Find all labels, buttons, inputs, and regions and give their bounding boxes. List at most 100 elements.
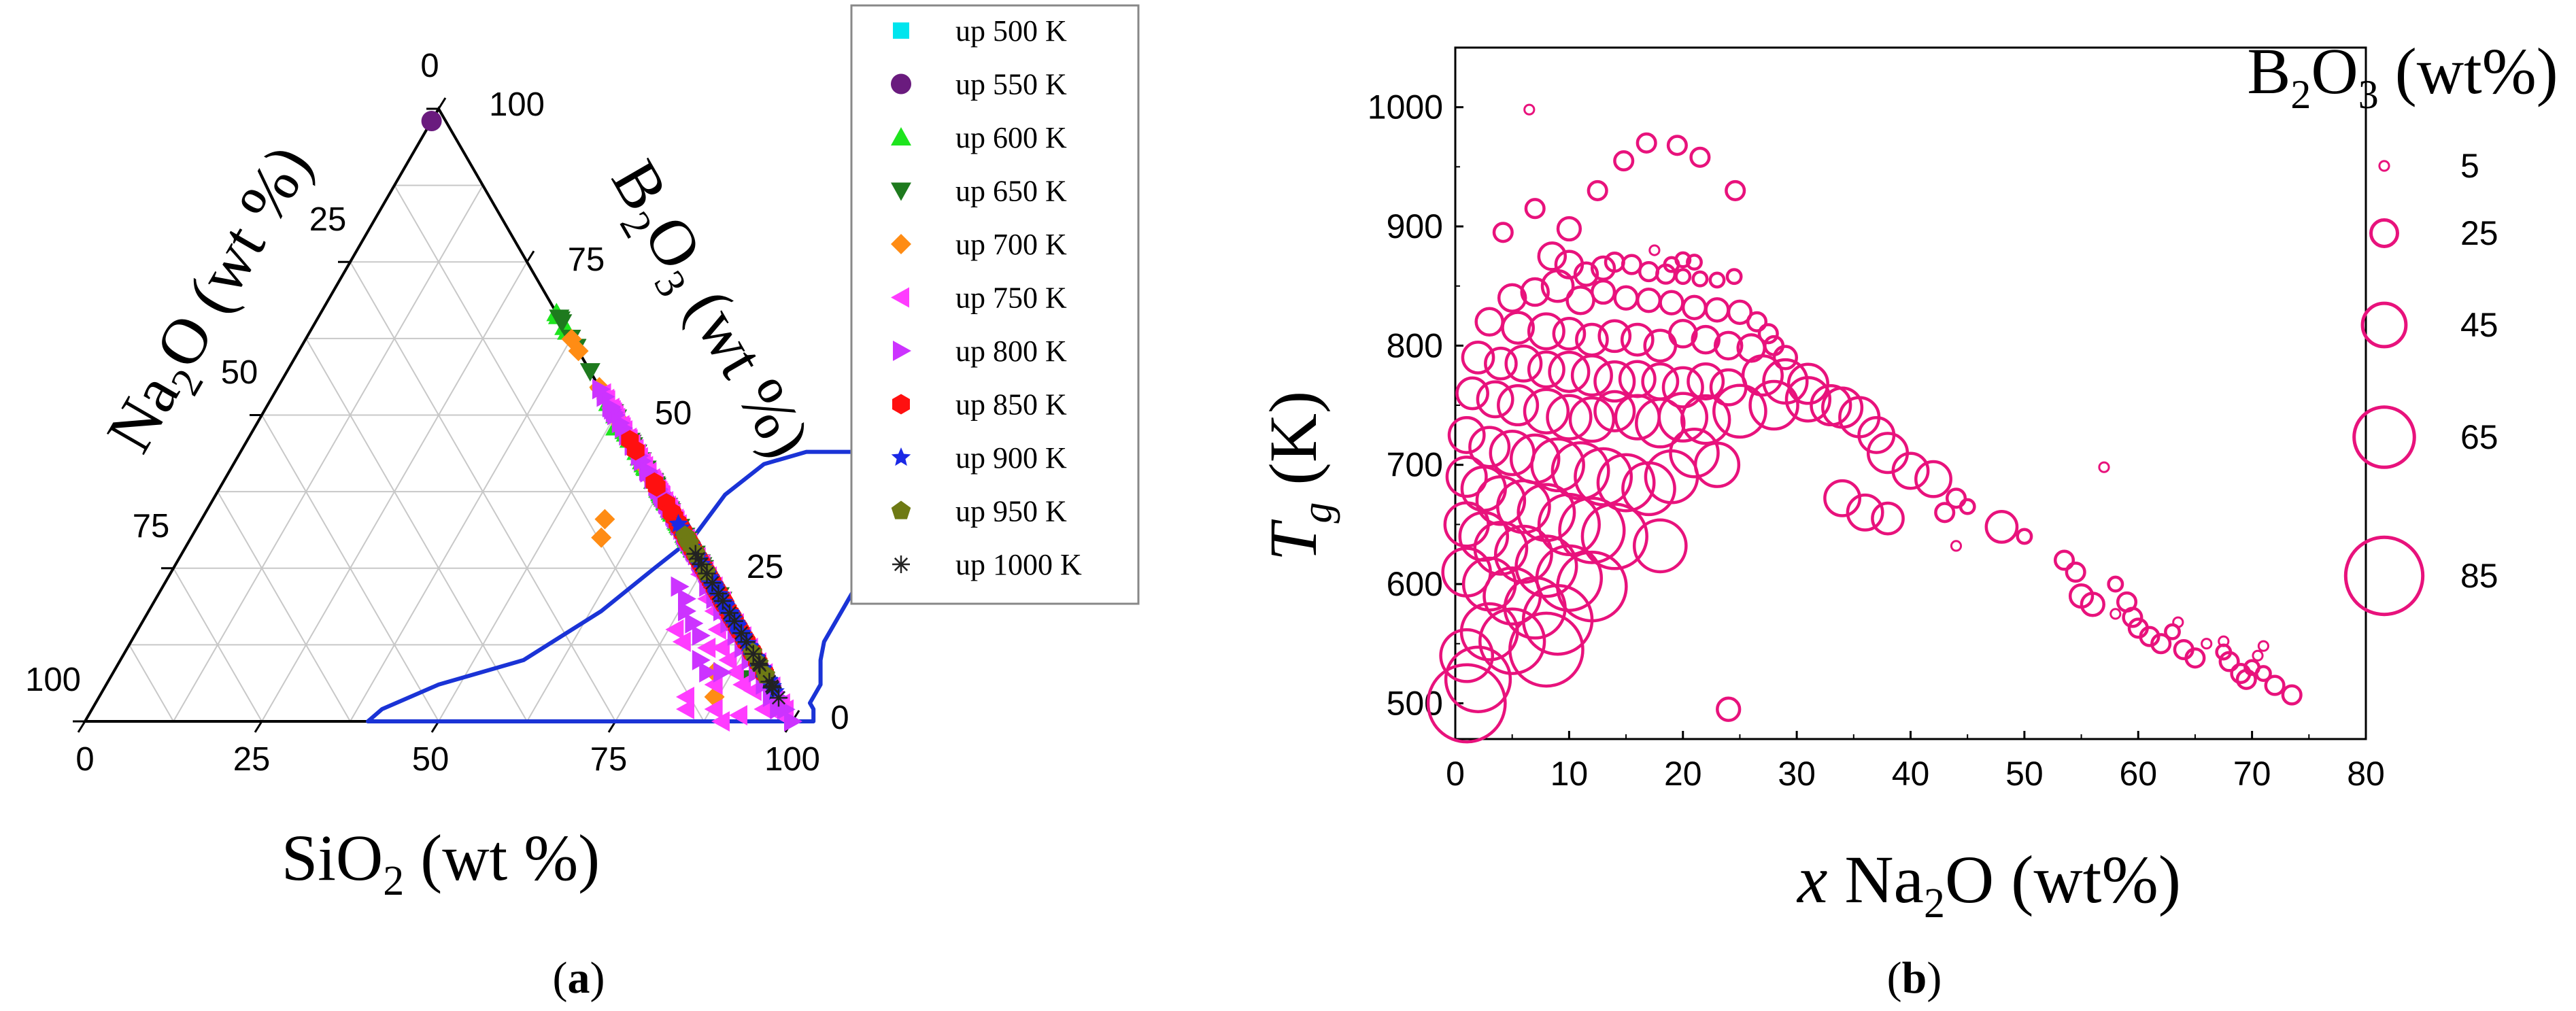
legend-label-4: up 700 K <box>955 228 1067 261</box>
sio2-tick-0: 0 <box>75 741 94 778</box>
bubble-point <box>1636 288 1662 313</box>
asterisk-stroke <box>722 606 737 620</box>
bubble-point <box>2281 684 2303 706</box>
bubble-point <box>1657 392 1709 443</box>
legend-marker-6 <box>893 341 911 361</box>
bubble-point <box>1725 268 1743 286</box>
bubble-point <box>2218 651 2240 672</box>
data-point <box>579 363 600 382</box>
data-point <box>421 111 442 132</box>
asterisk-stroke <box>751 656 766 671</box>
grid-line <box>173 185 484 722</box>
bubble-point <box>2107 575 2124 593</box>
b2o3-tick-75: 75 <box>568 241 605 278</box>
b2o3-tick-100: 100 <box>489 86 545 123</box>
bubble-point <box>1725 179 1746 201</box>
bubble-point <box>1593 360 1636 403</box>
bubble-point <box>1596 453 1656 513</box>
na2o-tick-25: 25 <box>309 201 347 238</box>
y-ticks: 500 600 700 800 900 1000 <box>1368 47 1463 722</box>
legend-label-7: up 850 K <box>955 388 1067 422</box>
legend-label-6: up 800 K <box>955 335 1067 368</box>
y-tick-label: 900 <box>1387 207 1443 245</box>
bubble-point <box>2184 647 2206 669</box>
bubble-point <box>2164 623 2181 640</box>
y-tick-label: 1000 <box>1368 88 1443 126</box>
data-point <box>602 396 621 417</box>
x-tick-label: 30 <box>1778 755 1816 793</box>
bubble-point <box>1666 135 1688 156</box>
bubble-point <box>1708 271 1726 289</box>
x-tick-label: 10 <box>1550 755 1589 793</box>
bubble-point <box>1693 441 1741 488</box>
x-ticks: 0 10 20 30 40 50 60 70 80 <box>1446 731 2385 793</box>
bubble-point <box>2172 616 2184 628</box>
data-point <box>594 509 615 530</box>
bubble-point <box>1587 179 1608 201</box>
bubble-point <box>1823 479 1862 517</box>
bubble-point <box>1757 323 1779 345</box>
bubble-point <box>1680 394 1731 445</box>
asterisk-stroke <box>894 557 909 572</box>
tick-mark <box>526 250 535 263</box>
bubble-point <box>1523 388 1570 434</box>
data-point <box>720 604 739 622</box>
bubble-point <box>1492 222 1514 243</box>
bubble-point <box>1691 324 1721 355</box>
bubble-point <box>1447 415 1486 454</box>
x-axis-label: x Na2O (wt%) <box>1796 842 2181 927</box>
bubble-point <box>1669 427 1720 479</box>
bubble-point <box>1484 346 1518 381</box>
bubble-point <box>1478 607 1546 675</box>
bubble-point <box>1668 319 1698 349</box>
legend-marker-4 <box>891 234 911 254</box>
y-tick-label: 800 <box>1387 326 1443 364</box>
bubble-point <box>1501 311 1535 345</box>
bubble-point <box>2065 561 2086 583</box>
bubble-point <box>1524 198 1546 220</box>
panel-b-bubble-chart: 0 10 20 30 40 50 60 70 80 500 600 700 800 900 1000 x … <box>1368 35 2558 1003</box>
data-point <box>692 649 711 670</box>
data-point <box>725 662 744 683</box>
caption-b: (b) <box>1887 953 1942 1003</box>
ternary-grid <box>129 184 749 722</box>
bubble-point <box>1556 216 1582 242</box>
data-point <box>737 633 756 651</box>
bubble-point <box>1661 366 1704 409</box>
asterisk-stroke <box>771 691 786 705</box>
bubble-point <box>1475 475 1527 526</box>
bubble-point <box>1546 394 1593 441</box>
bubble-point <box>1445 456 1488 498</box>
size-legend-label-45: 45 <box>2460 306 2498 344</box>
legend-marker-3 <box>891 182 911 201</box>
data-point <box>686 545 705 563</box>
sio2-tick-25: 25 <box>233 741 271 778</box>
data-point <box>732 624 751 642</box>
bubble-points <box>1426 103 2303 744</box>
bubble-point <box>1891 451 1930 490</box>
data-point <box>676 698 694 719</box>
bubble-point <box>1482 566 1542 626</box>
data-point <box>763 677 781 696</box>
bubble-point <box>2257 640 2270 652</box>
series-up-1000-k <box>686 545 787 707</box>
bubble-point <box>1580 502 1648 570</box>
asterisk-stroke <box>727 614 741 628</box>
tick-mark <box>437 97 447 109</box>
bubble-point <box>2218 635 2230 647</box>
bubble-point <box>1689 146 1711 168</box>
bubble-point <box>1772 345 1799 371</box>
data-point <box>692 625 711 646</box>
legend-marker-5 <box>891 287 909 308</box>
data-point <box>699 662 718 683</box>
bubble-point <box>1520 277 1550 307</box>
y-tick-label: 500 <box>1387 684 1443 722</box>
legend-label-1: up 550 K <box>955 68 1067 101</box>
bubble-point <box>1687 362 1725 400</box>
size-legend: B2O3 (wt%) 5 25 45 65 85 <box>2247 35 2558 617</box>
bubble-point <box>1686 254 1703 271</box>
bubble-point <box>1727 299 1753 325</box>
data-point <box>697 637 716 658</box>
data-point <box>704 698 723 719</box>
sio2-tick-100: 100 <box>764 741 820 778</box>
